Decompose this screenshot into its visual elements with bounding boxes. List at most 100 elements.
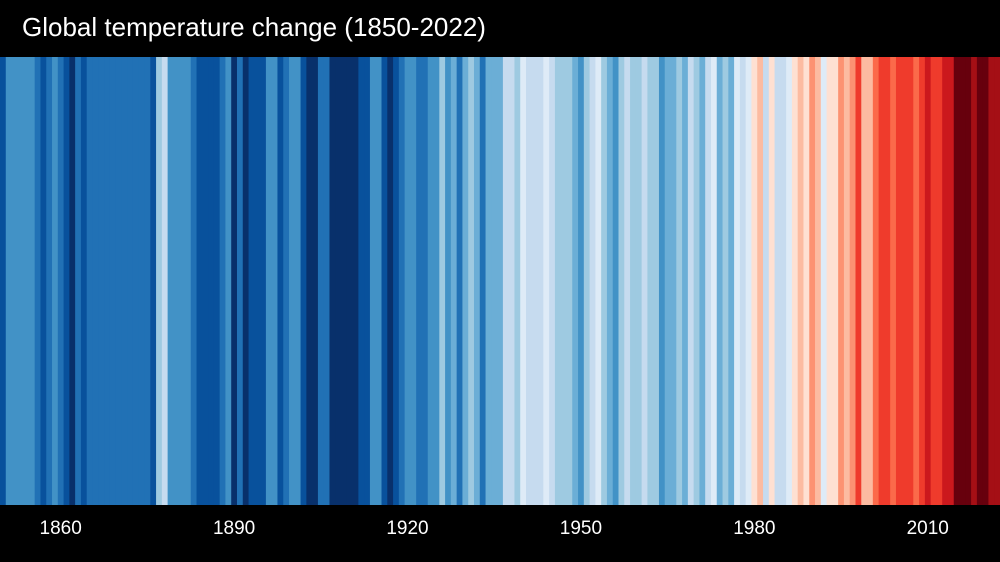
stripe-1922 xyxy=(416,57,423,505)
stripe-1870 xyxy=(115,57,122,505)
stripe-1977 xyxy=(734,57,741,505)
stripe-1894 xyxy=(254,57,261,505)
stripe-1887 xyxy=(213,57,221,505)
stripe-1855 xyxy=(28,57,36,505)
stripe-1943 xyxy=(537,57,544,505)
stripe-1991 xyxy=(815,57,822,505)
stripe-1948 xyxy=(566,57,573,505)
stripe-2009 xyxy=(919,57,926,505)
stripe-1987 xyxy=(791,57,799,505)
stripe-1923 xyxy=(421,57,429,505)
stripe-1910 xyxy=(346,57,354,505)
stripe-1897 xyxy=(271,57,279,505)
stripe-1938 xyxy=(508,57,516,505)
stripe-1863 xyxy=(75,57,82,505)
stripe-1908 xyxy=(335,57,342,505)
stripe-1932 xyxy=(473,57,481,505)
stripe-1993 xyxy=(826,57,833,505)
stripe-1889 xyxy=(225,57,232,505)
stripe-1904 xyxy=(312,57,319,505)
stripe-1869 xyxy=(109,57,117,505)
stripe-1971 xyxy=(699,57,706,505)
stripe-1883 xyxy=(190,57,198,505)
stripe-1874 xyxy=(138,57,146,505)
stripe-1864 xyxy=(80,57,88,505)
stripe-1935 xyxy=(491,57,498,505)
x-tick-label: 1860 xyxy=(39,518,82,539)
stripe-1854 xyxy=(23,57,30,505)
stripe-1907 xyxy=(329,57,336,505)
stripe-2016 xyxy=(959,57,966,505)
stripe-1871 xyxy=(121,57,128,505)
stripe-1859 xyxy=(52,57,59,505)
stripe-1873 xyxy=(132,57,140,505)
stripe-1984 xyxy=(774,57,781,505)
stripe-1965 xyxy=(664,57,672,505)
stripe-2018 xyxy=(971,57,978,505)
stripe-1967 xyxy=(676,57,683,505)
stripe-1989 xyxy=(803,57,810,505)
stripe-2006 xyxy=(901,57,909,505)
stripe-1928 xyxy=(450,57,458,505)
x-tick-label: 2010 xyxy=(906,518,949,539)
stripe-1939 xyxy=(514,57,521,505)
stripe-1875 xyxy=(144,57,151,505)
stripe-1890 xyxy=(231,57,238,505)
stripe-2000 xyxy=(867,57,874,505)
stripe-1934 xyxy=(485,57,492,505)
stripe-1981 xyxy=(757,57,764,505)
stripe-1941 xyxy=(526,57,533,505)
stripe-1893 xyxy=(248,57,255,505)
stripe-1940 xyxy=(520,57,527,505)
stripe-2014 xyxy=(947,57,955,505)
stripe-1867 xyxy=(98,57,105,505)
stripe-1985 xyxy=(780,57,787,505)
stripe-1988 xyxy=(797,57,805,505)
stripe-2019 xyxy=(976,57,984,505)
stripe-1915 xyxy=(375,57,383,505)
stripe-2001 xyxy=(872,57,880,505)
stripe-1975 xyxy=(722,57,729,505)
stripe-1909 xyxy=(341,57,348,505)
stripe-1974 xyxy=(716,57,724,505)
stripe-1998 xyxy=(855,57,862,505)
stripe-1926 xyxy=(439,57,446,505)
x-tick-label: 1890 xyxy=(212,518,256,539)
stripe-2015 xyxy=(953,57,961,505)
stripe-1877 xyxy=(156,57,163,505)
stripe-1906 xyxy=(323,57,331,505)
stripe-1950 xyxy=(578,57,585,505)
stripe-2020 xyxy=(982,57,990,505)
stripe-1918 xyxy=(393,57,400,505)
stripe-1929 xyxy=(456,57,464,505)
stripe-1857 xyxy=(40,57,47,505)
stripe-1973 xyxy=(710,57,718,505)
stripe-1978 xyxy=(739,57,747,505)
stripe-1914 xyxy=(369,57,377,505)
stripe-1996 xyxy=(843,57,851,505)
stripe-1990 xyxy=(809,57,816,505)
x-tick-label: 1920 xyxy=(386,518,429,539)
stripe-1976 xyxy=(728,57,735,505)
stripe-1972 xyxy=(705,57,712,505)
stripe-1921 xyxy=(410,57,417,505)
stripe-1970 xyxy=(693,57,701,505)
stripe-1945 xyxy=(549,57,556,505)
stripe-1964 xyxy=(658,57,666,505)
stripe-1868 xyxy=(104,57,111,505)
stripe-1912 xyxy=(358,57,365,505)
stripe-1892 xyxy=(242,57,250,505)
stripe-1968 xyxy=(682,57,689,505)
stripe-1924 xyxy=(427,57,435,505)
stripe-1944 xyxy=(543,57,550,505)
stripe-1880 xyxy=(173,57,180,505)
stripe-1959 xyxy=(630,57,637,505)
stripe-1955 xyxy=(606,57,614,505)
chart-title: Global temperature change (1850-2022) xyxy=(22,12,486,42)
stripe-1905 xyxy=(317,57,325,505)
stripe-2008 xyxy=(913,57,920,505)
stripe-2012 xyxy=(936,57,943,505)
stripe-1930 xyxy=(462,57,469,505)
stripe-1881 xyxy=(179,57,186,505)
stripe-1850 xyxy=(0,57,7,505)
